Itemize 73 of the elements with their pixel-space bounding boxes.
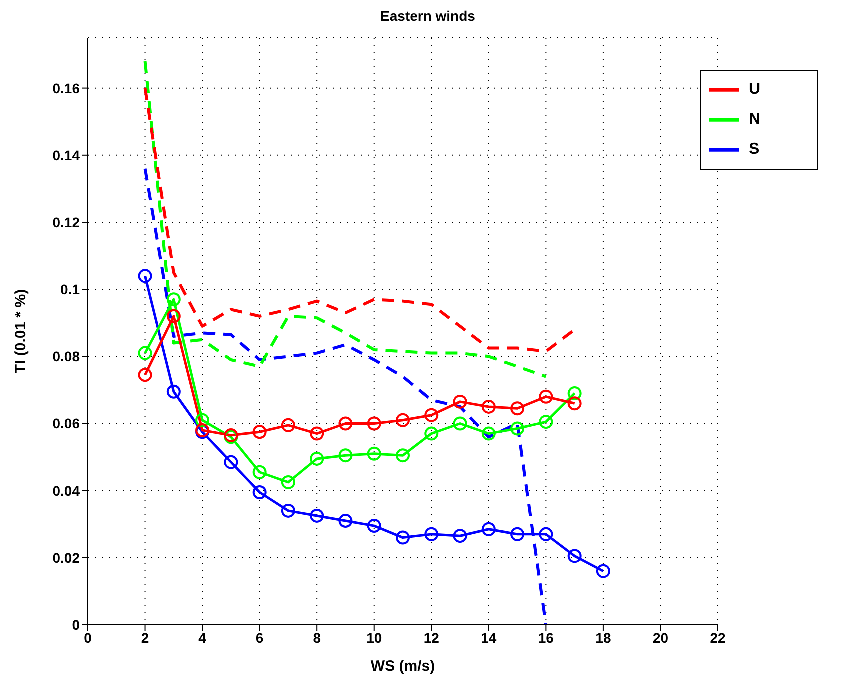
- x-tick-label: 4: [198, 630, 207, 646]
- point: [539, 527, 554, 542]
- point: [338, 448, 353, 463]
- y-tick-label: 0: [72, 616, 80, 633]
- point: [138, 269, 152, 284]
- point: [510, 402, 525, 416]
- x-tick-label: 6: [256, 630, 264, 646]
- point: [367, 416, 382, 431]
- point: [367, 446, 382, 461]
- point: [568, 386, 582, 401]
- y-tick-label: 0.08: [52, 348, 80, 365]
- x-tick-label: 18: [596, 630, 612, 646]
- point: [310, 426, 324, 441]
- point: [568, 396, 582, 411]
- point: [338, 416, 353, 431]
- point: [252, 465, 267, 480]
- x-tick-label: 12: [424, 630, 440, 646]
- point: [338, 514, 353, 528]
- x-tick-label: 10: [366, 630, 382, 646]
- point: [166, 384, 181, 399]
- point: [510, 527, 525, 542]
- point: [196, 413, 210, 428]
- point: [396, 413, 410, 428]
- point: [568, 549, 582, 564]
- y-tick-label: 0.12: [52, 214, 80, 230]
- legend-label: N: [748, 111, 761, 128]
- point: [596, 564, 610, 578]
- y-tick-label: 0.04: [52, 482, 80, 499]
- point: [396, 448, 410, 463]
- point: [367, 519, 382, 534]
- x-tick-label: 14: [481, 630, 497, 646]
- point: [310, 508, 324, 523]
- point: [281, 418, 296, 432]
- legend-label: S: [748, 141, 760, 158]
- point: [138, 368, 152, 382]
- x-tick-label: 20: [652, 630, 669, 646]
- point: [482, 400, 496, 414]
- y-tick-label: 0.1: [60, 282, 80, 298]
- x-tick-label: 0: [84, 630, 92, 646]
- point: [166, 309, 181, 324]
- x-axis-title: WS (m/s): [370, 658, 436, 675]
- point: [281, 504, 296, 518]
- point: [453, 394, 468, 409]
- y-tick-label: 0.14: [52, 147, 80, 164]
- x-tick-label: 8: [313, 630, 322, 646]
- point: [310, 452, 324, 466]
- y-tick-label: 0.16: [52, 80, 80, 96]
- point: [453, 529, 468, 544]
- point: [539, 415, 554, 430]
- legend-label: U: [748, 81, 761, 98]
- y-tick-label: 0.02: [52, 550, 80, 566]
- point: [424, 527, 439, 542]
- point: [424, 408, 439, 422]
- x-tick-label: 16: [538, 630, 554, 646]
- point: [281, 475, 296, 490]
- x-tick-label: 22: [710, 630, 726, 646]
- chart-title: Eastern winds: [380, 8, 476, 26]
- point: [424, 426, 439, 441]
- x-tick-label: 2: [141, 630, 150, 646]
- y-tick-label: 0.06: [52, 416, 80, 432]
- point: [453, 416, 468, 431]
- point: [482, 426, 496, 441]
- point: [224, 455, 238, 470]
- line-series: [144, 86, 576, 354]
- point: [482, 522, 496, 536]
- point: [138, 346, 152, 360]
- point: [252, 425, 267, 440]
- point: [396, 530, 410, 545]
- y-axis-title: TI (0.01 * %): [12, 289, 30, 374]
- point: [510, 422, 525, 436]
- point: [539, 390, 554, 404]
- point: [166, 292, 181, 307]
- point: [252, 486, 267, 500]
